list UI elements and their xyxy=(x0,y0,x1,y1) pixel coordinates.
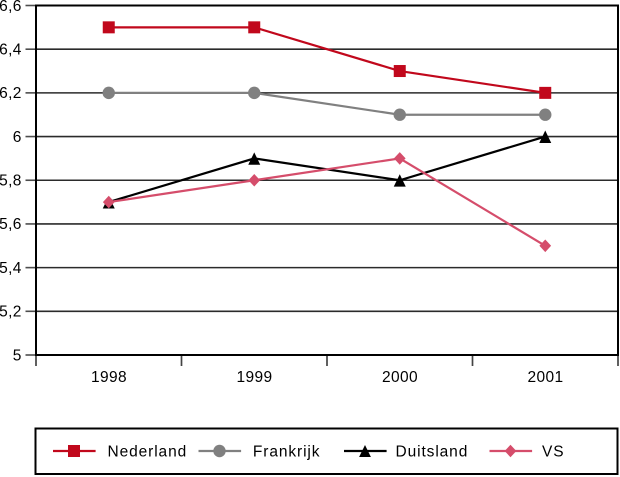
svg-text:5,6: 5,6 xyxy=(0,216,22,233)
svg-text:1999: 1999 xyxy=(236,369,272,386)
svg-text:6,6: 6,6 xyxy=(0,0,22,15)
svg-text:5,2: 5,2 xyxy=(0,304,22,321)
svg-text:2001: 2001 xyxy=(527,369,563,386)
svg-text:5,8: 5,8 xyxy=(0,173,22,190)
svg-text:VS: VS xyxy=(542,444,564,461)
svg-text:2000: 2000 xyxy=(382,369,418,386)
svg-text:Duitsland: Duitsland xyxy=(396,444,469,461)
svg-text:Frankrijk: Frankrijk xyxy=(253,444,321,461)
svg-text:6,2: 6,2 xyxy=(0,85,22,102)
svg-text:1998: 1998 xyxy=(91,369,127,386)
svg-text:5: 5 xyxy=(13,347,22,364)
svg-text:6,4: 6,4 xyxy=(0,42,22,59)
svg-text:6: 6 xyxy=(13,129,22,146)
svg-text:5,4: 5,4 xyxy=(0,260,22,277)
svg-text:Nederland: Nederland xyxy=(108,444,188,461)
